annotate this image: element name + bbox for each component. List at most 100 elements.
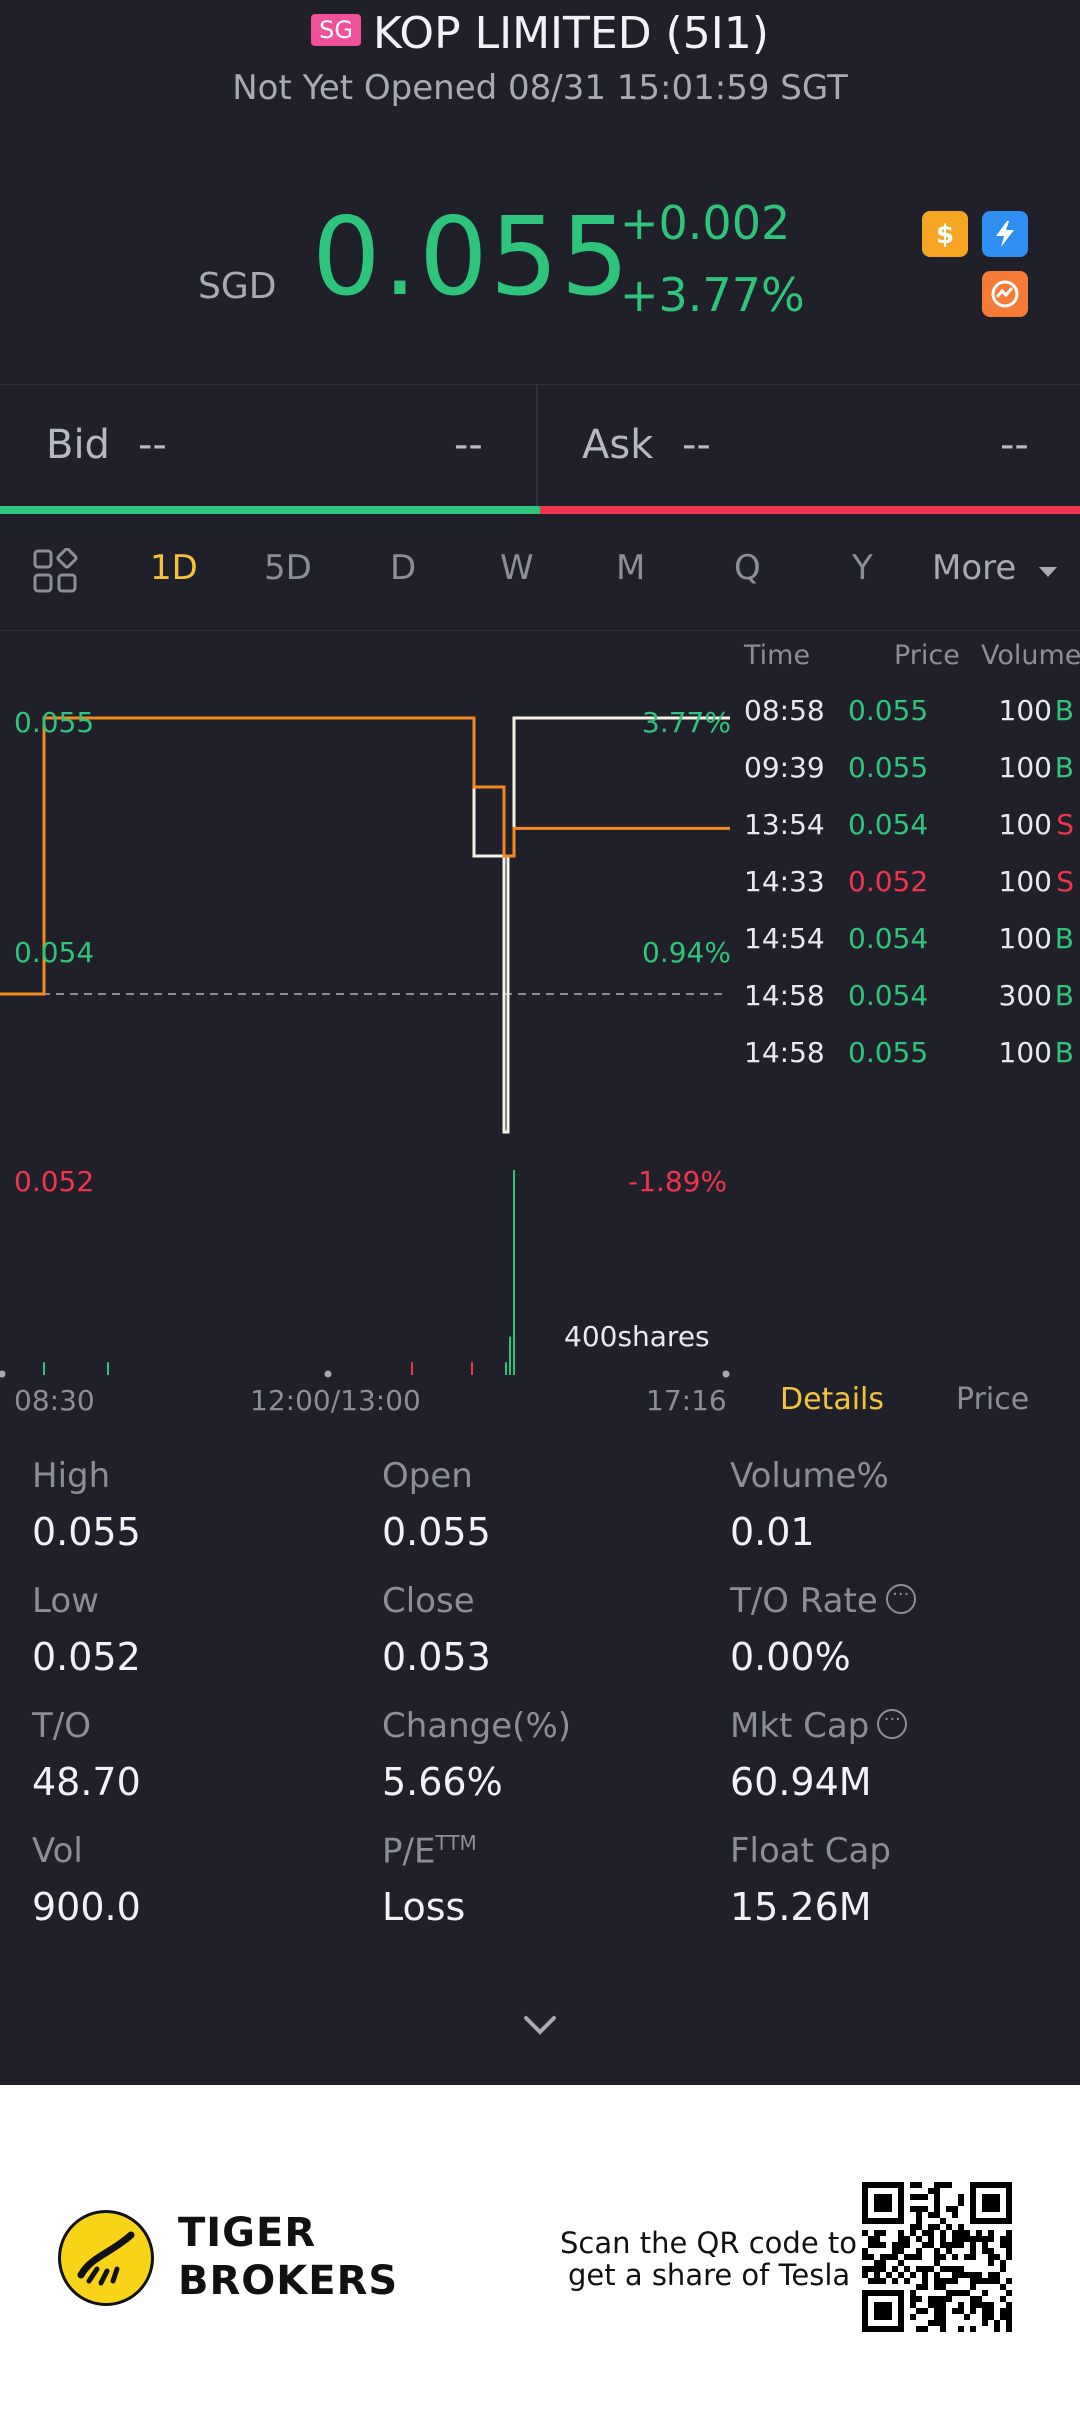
currency-label: SGD — [198, 266, 277, 307]
tab-w[interactable]: W — [500, 548, 534, 588]
trades-header-volume: Volume — [981, 640, 1080, 671]
trade-side: B — [1054, 751, 1074, 784]
trade-side: S — [1056, 808, 1074, 841]
trade-price: 0.055 — [848, 1036, 929, 1069]
divider — [536, 385, 538, 507]
trade-row: 14:54 0.054 100 B — [744, 922, 1074, 962]
trade-side: B — [1054, 1036, 1074, 1069]
exchange-icon[interactable] — [982, 271, 1028, 317]
trade-row: 13:54 0.054 100 S — [744, 808, 1074, 848]
tab-d[interactable]: D — [390, 548, 417, 588]
tab-1d[interactable]: 1D — [150, 548, 198, 588]
stat-value: 0.052 — [32, 1635, 141, 1679]
caret-down-icon — [1039, 567, 1058, 577]
y-label-high: 0.055 — [14, 706, 95, 739]
layout-grid-icon[interactable] — [32, 547, 78, 594]
stat-label: Close — [382, 1581, 475, 1621]
trades-header-time: Time — [744, 640, 811, 671]
stat-label: Low — [32, 1581, 99, 1621]
trade-volume: 100 — [998, 694, 1052, 727]
trade-volume: 100 — [998, 751, 1052, 784]
volume-max-label: 400shares — [560, 1320, 714, 1353]
page-title: SG KOP LIMITED (5I1) — [0, 8, 1080, 59]
qr-code — [862, 2182, 1012, 2332]
pe-ttm-superscript: TTM — [435, 1831, 477, 1855]
trade-row: 14:58 0.054 300 B — [744, 979, 1074, 1019]
axis-dot — [0, 1370, 6, 1378]
stat-label-text: P/E — [382, 1831, 436, 1872]
expand-chevron-icon[interactable] — [520, 2010, 560, 2040]
ask-label: Ask — [582, 422, 654, 468]
svg-text:$: $ — [936, 220, 954, 249]
tab-5d[interactable]: 5D — [264, 548, 312, 588]
pct-label-low: -1.89% — [628, 1165, 728, 1198]
intraday-chart[interactable] — [0, 630, 730, 1380]
time-start: 08:30 — [14, 1384, 95, 1417]
stat-value: 0.00% — [730, 1635, 851, 1679]
stat-label: Mkt Cap ··· — [730, 1706, 908, 1746]
stat-label: P/ETTM — [382, 1831, 477, 1871]
ask-ratio-bar — [540, 506, 1080, 514]
stat-label-text: Close — [382, 1581, 475, 1621]
trade-volume: 100 — [998, 865, 1052, 898]
trade-time: 14:58 — [744, 979, 825, 1012]
tab-y[interactable]: Y — [852, 548, 873, 588]
tab-details[interactable]: Details — [780, 1382, 885, 1417]
trade-row: 14:33 0.052 100 S — [744, 865, 1074, 905]
brand-name-line1: TIGER — [178, 2210, 317, 2256]
brand-name-line2: BROKERS — [178, 2258, 399, 2304]
bolt-icon[interactable] — [982, 211, 1028, 257]
tab-m[interactable]: M — [616, 548, 646, 588]
stat-label-text: Low — [32, 1581, 99, 1621]
price-change-percent: +3.77% — [620, 268, 805, 322]
trade-side: B — [1054, 979, 1074, 1012]
divider — [0, 384, 1080, 385]
stat-value: 48.70 — [32, 1760, 141, 1804]
bid-label: Bid — [46, 422, 110, 468]
pct-label-high: 3.77% — [642, 706, 731, 739]
stat-label: Change(%) — [382, 1706, 571, 1746]
y-label-low: 0.052 — [14, 1165, 95, 1198]
stat-value: 60.94M — [730, 1760, 872, 1804]
trade-row: 08:58 0.055 100 B — [744, 694, 1074, 734]
y-label-mid: 0.054 — [14, 936, 95, 969]
trade-price: 0.055 — [848, 751, 929, 784]
quote-screen — [0, 0, 1080, 2085]
promo-text-line1: Scan the QR code to — [560, 2226, 857, 2260]
market-badge: SG — [311, 14, 361, 46]
stat-label-text: Change(%) — [382, 1706, 572, 1746]
divider — [0, 630, 1080, 631]
stat-value: 0.01 — [730, 1510, 815, 1554]
trade-time: 14:33 — [744, 865, 825, 898]
dollar-icon[interactable]: $ — [922, 211, 968, 257]
trade-row: 09:39 0.055 100 B — [744, 751, 1074, 791]
stat-value: 900.0 — [32, 1885, 141, 1929]
stat-label-text: Volume% — [730, 1456, 889, 1496]
bid-size: -- — [454, 422, 483, 468]
trades-header-price: Price — [894, 640, 960, 671]
bid-ratio-bar — [0, 506, 540, 514]
time-mid: 12:00/13:00 — [250, 1384, 421, 1417]
trade-time: 08:58 — [744, 694, 825, 727]
trade-price: 0.054 — [848, 979, 929, 1012]
stat-label: High — [32, 1456, 110, 1496]
tab-more[interactable]: More — [932, 548, 1059, 588]
stat-value: 5.66% — [382, 1760, 503, 1804]
info-icon[interactable]: ··· — [877, 1708, 908, 1739]
tab-q[interactable]: Q — [734, 548, 761, 588]
trade-time: 14:58 — [744, 1036, 825, 1069]
stock-name: KOP LIMITED (5I1) — [372, 8, 769, 59]
trade-side: B — [1054, 694, 1074, 727]
stat-label: Vol — [32, 1831, 83, 1871]
stat-label-text: Vol — [32, 1831, 83, 1871]
promo-text-line2: get a share of Tesla — [568, 2258, 851, 2292]
trade-volume: 300 — [998, 979, 1052, 1012]
trade-time: 14:54 — [744, 922, 825, 955]
info-icon[interactable]: ··· — [885, 1583, 916, 1614]
tab-price[interactable]: Price — [956, 1382, 1030, 1417]
stat-value: 0.055 — [32, 1510, 141, 1554]
stat-value: 0.053 — [382, 1635, 491, 1679]
stat-value: Loss — [382, 1885, 466, 1929]
stat-label: Open — [382, 1456, 473, 1496]
trade-side: B — [1054, 922, 1074, 955]
